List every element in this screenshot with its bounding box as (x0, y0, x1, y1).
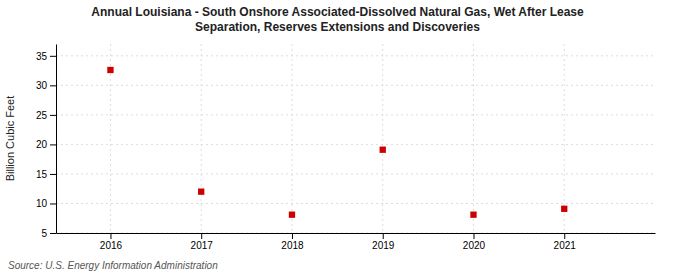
y-axis: 5 10 15 20 25 30 35 (36, 45, 57, 239)
grid-line-y (56, 55, 655, 56)
y-tick: 10 (36, 198, 56, 209)
x-tick: 2017 (191, 233, 214, 251)
x-tick: 2020 (463, 233, 486, 251)
x-tick: 2019 (372, 233, 395, 251)
x-tick: 2016 (100, 233, 123, 251)
marks (107, 67, 567, 218)
chart-title: Annual Louisiana - South Onshore Associa… (91, 5, 584, 34)
y-tick: 30 (36, 80, 56, 91)
y-axis-title: Billion Cubic Feet (4, 96, 16, 182)
point (470, 212, 476, 218)
chart-title-line: Separation, Reserves Extensions and Disc… (195, 20, 480, 34)
chart-svg: Annual Louisiana - South Onshore Associa… (0, 0, 675, 275)
y-tick-mark (50, 144, 56, 145)
y-tick: 20 (36, 139, 56, 150)
x-tick-label: 2019 (372, 240, 395, 251)
x-axis-line (57, 233, 656, 234)
y-tick-label: 35 (36, 51, 48, 62)
grid-line-y (56, 144, 655, 145)
y-tick: 35 (36, 51, 56, 62)
y-tick: 15 (36, 169, 56, 180)
y-tick: 25 (36, 110, 56, 121)
x-tick-label: 2021 (554, 240, 577, 251)
point (107, 67, 113, 73)
grid-line-x (201, 44, 202, 233)
y-tick-label: 30 (36, 80, 48, 91)
y-tick-mark (50, 203, 56, 204)
grid-line-y (56, 203, 655, 204)
y-tick-mark (50, 115, 56, 116)
y-tick-label: 20 (36, 139, 48, 150)
plot-area: 2016 2017 2018 2019 2020 2021 5 10 15 20 25 30 35 (36, 44, 656, 251)
grid-line-x (291, 44, 292, 233)
y-tick-label: 5 (41, 228, 47, 239)
grid-line-x (564, 44, 565, 233)
y-tick-label: 10 (36, 198, 48, 209)
x-tick-label: 2016 (100, 240, 123, 251)
x-axis: 2016 2017 2018 2019 2020 2021 (57, 233, 656, 251)
y-tick-mark (50, 56, 56, 57)
x-tick: 2018 (281, 233, 304, 251)
x-tick-mark (201, 233, 202, 239)
x-tick-mark (564, 233, 565, 239)
point (289, 212, 295, 218)
point (380, 147, 386, 153)
point (198, 188, 204, 194)
x-tick-label: 2018 (281, 240, 304, 251)
grid-line-x (382, 44, 383, 233)
y-tick: 5 (41, 228, 56, 239)
y-tick-label: 25 (36, 110, 48, 121)
grid-line-x (473, 44, 474, 233)
grid-line-y (56, 173, 655, 174)
x-tick-mark (110, 233, 111, 239)
x-tick-mark (383, 233, 384, 239)
x-tick-label: 2017 (191, 240, 214, 251)
x-tick-label: 2020 (463, 240, 486, 251)
y-tick-mark (50, 233, 56, 234)
x-tick: 2021 (554, 233, 577, 251)
grid (56, 44, 655, 233)
x-tick-mark (292, 233, 293, 239)
source-note: Source: U.S. Energy Information Administ… (8, 260, 218, 271)
grid-line-y (56, 114, 655, 115)
y-axis-line (56, 45, 57, 234)
grid-line-y (56, 85, 655, 86)
y-tick-mark (50, 85, 56, 86)
chart-title-line: Annual Louisiana - South Onshore Associa… (91, 5, 584, 19)
y-tick-label: 15 (36, 169, 48, 180)
point (561, 206, 567, 212)
y-tick-mark (50, 174, 56, 175)
x-tick-mark (473, 233, 474, 239)
